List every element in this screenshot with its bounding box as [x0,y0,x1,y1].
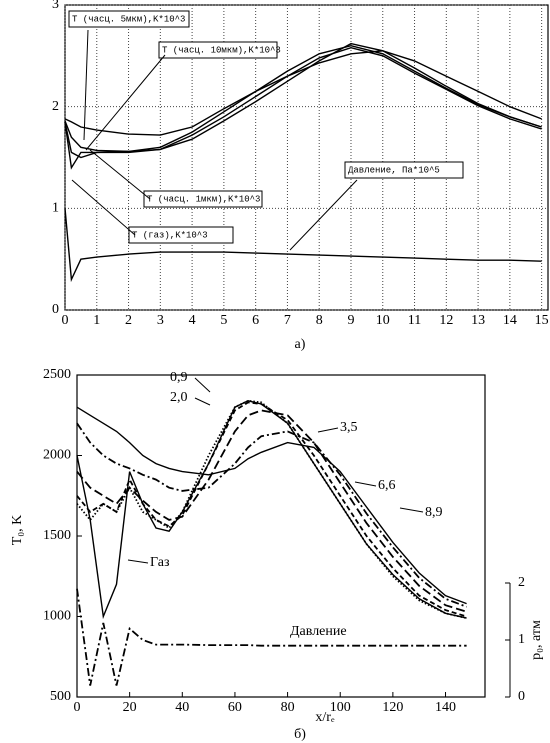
series-line [76,588,467,686]
y-tick-label: 0 [52,302,59,317]
x-tick-label: 2 [125,313,132,328]
x-axis-label: x/rₑ [315,710,335,725]
y2-tick-label: 0 [518,689,525,704]
x-tick-label: 7 [284,313,291,328]
y2-tick-label: 1 [518,632,525,647]
label-pointer [194,397,211,406]
x-tick-label: 8 [316,313,323,328]
series-label: 8,9 [425,505,443,520]
x-tick-label: 14 [503,313,517,328]
label-pointer [127,559,149,564]
x-tick-label: 4 [189,313,196,328]
series-line [64,46,542,170]
x-tick-label: 80 [281,700,295,715]
caption: б) [294,727,306,742]
label-pointer [317,427,339,433]
x-tick-label: 0 [74,700,81,715]
label-box [158,41,278,59]
label-box [128,226,234,244]
label-pointer [71,179,136,236]
y-tick-label: 1000 [43,609,71,624]
x-tick-label: 5 [220,313,227,328]
series-label: 6,6 [378,478,396,493]
y2-axis-label: p₀, атм [529,620,544,660]
x-tick-label: 6 [252,313,259,328]
x-tick-label: 0 [62,313,69,328]
x-tick-label: 40 [175,700,189,715]
series-line [64,50,542,136]
y-tick-label: 1500 [43,528,71,543]
series-label: T (часц. 1мкм),K*10^3 [147,194,260,204]
label-box [68,10,190,28]
label-box [143,190,263,208]
x-tick-label: 60 [228,700,242,715]
series-label: 3,5 [340,420,358,435]
x-tick-label: 15 [535,313,549,328]
series-label: 2,0 [170,390,188,405]
series-label: Давление [290,624,347,639]
plot-frame [64,4,549,311]
series-line [76,406,467,605]
series-line [76,400,467,620]
label-pointer [354,481,377,487]
y-tick-label: 3 [52,0,59,12]
series-label: T (часц. 10мкм),K*10^3 [162,45,281,55]
series-label: Давление, Па*10^5 [348,165,440,175]
y-axis-label: T₀, K [10,515,25,546]
x-tick-label: 120 [382,700,403,715]
label-pointer [89,149,151,200]
series-label: Газ [150,555,170,570]
x-tick-label: 100 [330,700,351,715]
x-tick-label: 11 [408,313,421,328]
x-tick-label: 13 [471,313,485,328]
series-line [76,409,467,613]
label-box [344,161,464,179]
series-label: T (газ),K*10^3 [132,230,208,240]
x-tick-label: 9 [347,313,354,328]
label-pointer [289,179,358,251]
y-tick-label: 2500 [43,367,71,382]
y2-tick-label: 2 [518,575,525,590]
x-tick-label: 20 [123,700,137,715]
caption: а) [295,337,306,352]
x-tick-label: 3 [157,313,164,328]
x-tick-label: 140 [435,700,456,715]
y-tick-label: 1 [52,201,59,216]
plot-frame [76,374,486,698]
label-pointer [194,377,211,393]
y-tick-label: 500 [50,689,71,704]
x-tick-label: 10 [376,313,390,328]
series-line [76,401,467,618]
x-tick-label: 12 [439,313,453,328]
y-tick-label: 2000 [43,448,71,463]
x-tick-label: 1 [93,313,100,328]
series-line [64,42,542,153]
series-label: 0,9 [170,370,188,385]
label-pointer [399,507,424,513]
series-line [64,208,542,283]
series-label: T (часц. 5мкм),K*10^3 [72,14,185,24]
y-tick-label: 2 [52,99,59,114]
label-pointer [85,54,166,151]
series-line [76,422,467,608]
label-pointer [83,29,89,141]
